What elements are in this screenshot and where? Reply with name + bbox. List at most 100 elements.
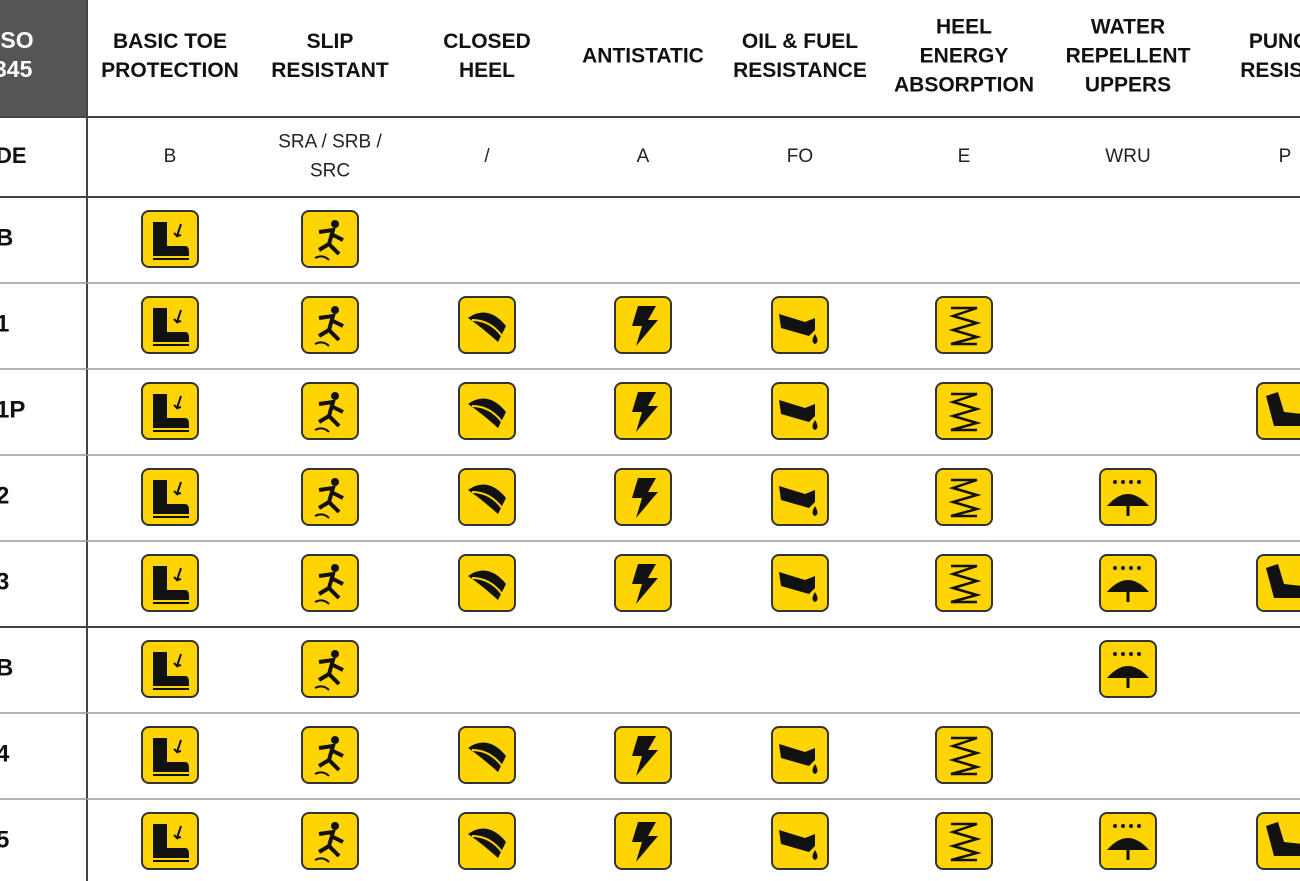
arrow	[173, 223, 182, 238]
feature-icon	[935, 812, 993, 870]
body	[317, 399, 344, 428]
boot	[153, 566, 189, 600]
head	[331, 736, 339, 744]
icon-box	[935, 296, 993, 354]
rain	[1129, 480, 1133, 484]
body	[317, 313, 344, 342]
floor	[314, 255, 330, 261]
feature-icon	[141, 726, 199, 784]
column-header: OIL & FUEL	[742, 30, 858, 53]
column-header: BASIC TOE	[113, 30, 227, 53]
umbrella	[1107, 494, 1149, 506]
bolt	[632, 736, 658, 776]
boot	[153, 394, 189, 428]
spring	[948, 306, 982, 346]
column-header: PUNCT	[1249, 30, 1300, 53]
boot	[1266, 822, 1300, 856]
feature-icon	[301, 726, 359, 784]
drop	[812, 850, 818, 860]
column-header: UPPERS	[1085, 74, 1171, 97]
head	[331, 822, 339, 830]
code: P	[1279, 146, 1292, 167]
can	[779, 572, 815, 594]
row-label: 5	[0, 826, 9, 853]
body	[317, 657, 344, 686]
feature-icon	[141, 468, 199, 526]
rain	[1129, 824, 1133, 828]
floor	[314, 513, 330, 519]
corner-label: ISO	[0, 27, 34, 53]
head	[331, 392, 339, 400]
body	[317, 743, 344, 772]
drop	[812, 334, 818, 344]
column-header: ANTISTATIC	[582, 45, 704, 68]
boot	[153, 308, 189, 342]
feature-icon	[141, 640, 199, 698]
feature-icon	[935, 382, 993, 440]
column-header: SLIP	[307, 30, 354, 53]
rain	[1121, 566, 1125, 570]
feature-icon	[301, 382, 359, 440]
rain	[1113, 652, 1117, 656]
rain	[1113, 824, 1117, 828]
feature-icon	[1256, 812, 1300, 870]
corner-cell	[0, 0, 86, 117]
column-header: PROTECTION	[101, 59, 239, 82]
rain	[1121, 480, 1125, 484]
rain	[1137, 652, 1141, 656]
feature-icon	[614, 726, 672, 784]
feature-icon	[141, 812, 199, 870]
heel-line	[471, 405, 503, 423]
code: SRC	[310, 161, 350, 182]
head	[331, 220, 339, 228]
rain	[1137, 566, 1141, 570]
feature-icon	[458, 468, 516, 526]
rain	[1129, 566, 1133, 570]
code: /	[484, 146, 490, 167]
feature-icon	[301, 296, 359, 354]
arrow	[173, 825, 182, 840]
column-header: CLOSED	[443, 30, 531, 53]
head	[331, 564, 339, 572]
feature-icon	[614, 812, 672, 870]
code: E	[958, 146, 971, 167]
floor	[314, 685, 330, 691]
feature-icon	[1256, 554, 1300, 612]
arrow	[173, 309, 182, 324]
body	[317, 227, 344, 256]
heel-line	[471, 319, 503, 337]
column-header: HEEL	[936, 16, 992, 39]
rain	[1129, 652, 1133, 656]
spring	[948, 822, 982, 862]
body	[317, 829, 344, 858]
bolt	[632, 306, 658, 346]
arrow	[173, 653, 182, 668]
rain	[1113, 480, 1117, 484]
feature-icon	[458, 812, 516, 870]
icon-box	[935, 554, 993, 612]
drop	[812, 592, 818, 602]
feature-icon	[935, 554, 993, 612]
can	[779, 400, 815, 422]
feature-icon	[771, 468, 829, 526]
icon-box	[935, 812, 993, 870]
feature-icon	[771, 296, 829, 354]
floor	[314, 341, 330, 347]
row-label: B	[0, 224, 13, 251]
column-header: RESISTANT	[271, 59, 389, 82]
feature-icon	[141, 382, 199, 440]
feature-icon	[935, 296, 993, 354]
spring	[948, 478, 982, 518]
heel-line	[471, 749, 503, 767]
boot	[153, 824, 189, 858]
column-header: HEEL	[459, 59, 515, 82]
feature-icon	[771, 726, 829, 784]
drop	[812, 764, 818, 774]
spring	[948, 736, 982, 776]
rain	[1121, 824, 1125, 828]
feature-icon	[301, 554, 359, 612]
boot	[1266, 564, 1300, 598]
feature-icon	[458, 382, 516, 440]
